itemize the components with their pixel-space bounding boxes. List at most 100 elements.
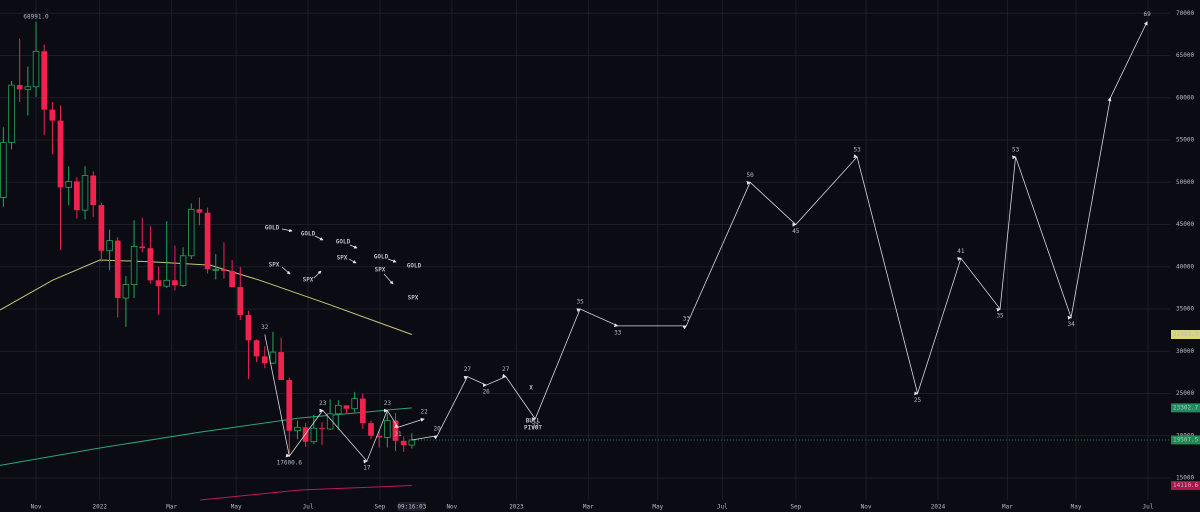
candle-body	[98, 205, 105, 251]
note-arrow	[349, 244, 358, 249]
candle-body	[351, 398, 358, 410]
candle-body	[24, 86, 32, 90]
x-tick-label: Jul	[717, 504, 728, 511]
y-tick-label: 25000	[1176, 390, 1194, 397]
candle-body	[187, 208, 195, 257]
x-tick-label: 2024	[931, 504, 946, 511]
candle-body	[204, 212, 211, 270]
note: SPX	[269, 262, 280, 269]
note-arrow	[387, 258, 397, 263]
note-arrow	[383, 273, 394, 285]
x-tick-label: Jul	[303, 504, 314, 511]
y-tick-label: 60000	[1176, 94, 1194, 101]
y-tick-label: 15000	[1176, 475, 1194, 482]
candle-body	[319, 428, 325, 430]
candle-body	[237, 287, 244, 315]
projection-label: 17600.6	[277, 460, 303, 467]
note: GOLD	[301, 231, 316, 238]
candle-body	[90, 175, 97, 206]
projection-label: 41	[957, 248, 965, 255]
note: GOLD	[336, 239, 351, 246]
price-label-box	[1171, 435, 1200, 445]
x-tick-label: Nov	[446, 504, 457, 511]
time-axis	[0, 500, 1200, 512]
price-label: 23302.7	[1173, 404, 1199, 411]
x-tick-label: Mar	[166, 504, 177, 511]
projection-label: 45	[792, 228, 800, 235]
candle-body	[122, 284, 130, 299]
countdown: 09:16:03	[397, 504, 426, 511]
candle-body	[155, 280, 162, 287]
projection-label: 53	[1012, 146, 1020, 153]
past-projection	[264, 334, 425, 464]
note-arrow	[314, 235, 324, 241]
y-tick-label: 70000	[1176, 10, 1194, 17]
candle-body	[335, 404, 342, 415]
y-tick-label: 35000	[1176, 306, 1194, 313]
projection-label: 53	[853, 146, 861, 153]
candle-body	[49, 109, 56, 121]
candle-body	[221, 269, 227, 271]
projection-label: 35	[577, 299, 585, 306]
note: GOLD	[407, 263, 422, 270]
x-tick-label: May	[1071, 504, 1082, 511]
candle-body	[294, 426, 301, 432]
price-label-box	[1171, 481, 1200, 491]
projection-label: 34	[1068, 321, 1076, 328]
x-tick-label: Sep	[790, 504, 801, 511]
y-tick-label: 65000	[1176, 52, 1194, 59]
projection-label: 35	[996, 313, 1004, 320]
candle-body	[245, 314, 252, 341]
x-tick-label: 2023	[509, 504, 524, 511]
candle-body	[106, 240, 113, 252]
projection-label: 23	[384, 400, 392, 407]
price-label: 14110.6	[1173, 482, 1199, 489]
candle-body	[368, 423, 374, 436]
forecast-path	[411, 21, 1148, 441]
projection-label: 25	[914, 397, 922, 404]
note-arrow	[281, 266, 291, 275]
projection-label: 27	[464, 366, 472, 373]
projection-label: 23	[319, 400, 327, 407]
note: SPX	[337, 255, 348, 262]
projection-label: 22	[532, 422, 540, 429]
projection-label: 17	[363, 465, 371, 472]
x-tick-label: Mar	[583, 504, 594, 511]
candle-body	[359, 398, 366, 424]
x-tick-label: 2022	[93, 504, 108, 511]
projection-label: 33	[683, 315, 691, 322]
price-label: 19507.5	[1173, 436, 1199, 443]
candle-body	[41, 51, 48, 110]
price-label-box	[1171, 403, 1200, 413]
note: GOLD	[265, 225, 280, 232]
price-label: 31983.3	[1173, 331, 1199, 338]
candle-body	[253, 340, 260, 357]
x-tick-label: May	[652, 504, 663, 511]
projection-label: 32	[261, 324, 269, 331]
candle-body	[8, 84, 15, 143]
note: SPX	[408, 295, 419, 302]
candle-body	[384, 420, 391, 438]
candle-body	[65, 181, 72, 188]
price-label-box	[1171, 330, 1200, 340]
y-tick-label: 40000	[1176, 263, 1194, 270]
countdown-box	[397, 502, 426, 511]
candle-body	[57, 120, 64, 188]
projection-label: 22	[420, 408, 428, 415]
candle-body	[179, 255, 187, 286]
candle-body	[16, 85, 23, 90]
candle-body	[343, 405, 350, 409]
candle-body	[261, 356, 268, 364]
x-tick-label: Sep	[375, 504, 386, 511]
candle-body	[196, 209, 203, 213]
candle-body	[74, 181, 80, 211]
moving-average	[200, 485, 412, 501]
x-tick-label: May	[231, 504, 242, 511]
candle-body	[269, 351, 277, 364]
y-tick-label: 55000	[1176, 137, 1194, 144]
note: PIVOT	[524, 425, 542, 432]
x-tick-label: Nov	[31, 504, 42, 511]
projection-label: 50	[746, 172, 754, 179]
note: SPX	[303, 277, 314, 284]
